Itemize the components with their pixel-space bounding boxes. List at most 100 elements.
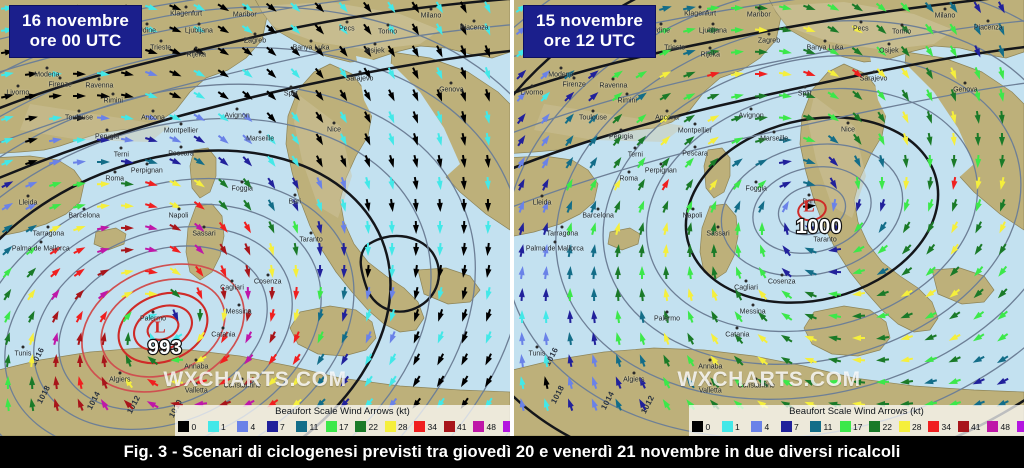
city-marker bbox=[179, 122, 183, 126]
city-label: Roma bbox=[619, 175, 639, 183]
city-label: Firenze bbox=[48, 81, 72, 89]
city-marker bbox=[559, 66, 563, 70]
legend-entry: 7 bbox=[266, 421, 294, 432]
city-label: Napoli bbox=[168, 212, 189, 220]
date-line-2: ore 12 UTC bbox=[543, 31, 636, 51]
city-marker bbox=[572, 76, 576, 80]
legend-entry: 17 bbox=[325, 421, 353, 432]
legend-color-swatch bbox=[414, 421, 425, 432]
city-marker bbox=[151, 109, 155, 113]
figure-caption: Fig. 3 - Scenari di ciclogenesi previsti… bbox=[0, 436, 1024, 468]
city-label: Sarajevo bbox=[859, 75, 888, 83]
city-marker bbox=[289, 85, 293, 89]
city-marker bbox=[293, 193, 297, 197]
low-pressure-value: 1000 bbox=[795, 216, 843, 238]
legend-value: 41 bbox=[457, 421, 467, 432]
city-marker bbox=[887, 42, 891, 46]
legend-entry: 1 bbox=[721, 421, 749, 432]
city-label: Zagreb bbox=[243, 37, 267, 45]
city-marker bbox=[39, 240, 43, 244]
legend-value: 7 bbox=[280, 421, 285, 432]
legend-color-swatch bbox=[237, 421, 248, 432]
city-marker bbox=[540, 194, 544, 198]
city-label: Pescara bbox=[682, 150, 708, 158]
city-marker bbox=[693, 122, 697, 126]
legend-color-swatch bbox=[296, 421, 307, 432]
city-label: Sassari bbox=[706, 230, 730, 238]
city-marker bbox=[179, 145, 183, 149]
city-label: Perpignan bbox=[644, 167, 677, 174]
legend-color-swatch bbox=[207, 421, 219, 432]
city-marker bbox=[632, 371, 636, 375]
city-label: Modena bbox=[548, 71, 574, 79]
date-badge-right: 15 novembre ore 12 UTC bbox=[524, 6, 656, 58]
city-marker bbox=[449, 81, 453, 85]
legend-entry: 41 bbox=[443, 421, 471, 432]
city-marker bbox=[230, 279, 234, 283]
city-label: Bari bbox=[288, 198, 301, 206]
legend-entry: 11 bbox=[810, 421, 837, 432]
city-marker bbox=[846, 121, 850, 125]
city-label: Nice bbox=[841, 126, 856, 134]
city-marker bbox=[151, 310, 155, 314]
city-marker bbox=[744, 279, 748, 283]
city-label: Split bbox=[797, 90, 812, 98]
city-label: Sarajevo bbox=[345, 75, 374, 83]
city-label: Taranto bbox=[813, 236, 837, 244]
city-label: Torino bbox=[378, 28, 398, 36]
city-marker bbox=[627, 170, 631, 174]
legend-value: 17 bbox=[853, 421, 863, 432]
city-marker bbox=[266, 273, 270, 277]
city-label: Ljubljana bbox=[698, 27, 727, 35]
city-label: Piacenza bbox=[459, 24, 489, 32]
city-label: Bari bbox=[802, 198, 815, 206]
legend-color-swatch bbox=[443, 421, 455, 432]
city-marker bbox=[986, 19, 990, 23]
city-marker bbox=[358, 70, 362, 74]
city-label: Ancona bbox=[655, 114, 679, 122]
city-label: Livorno bbox=[520, 89, 544, 97]
city-marker bbox=[530, 84, 534, 88]
watermark: WXCHARTS.COM bbox=[163, 368, 347, 391]
city-marker bbox=[596, 207, 600, 211]
city-label: Split bbox=[283, 90, 298, 98]
city-label: Milano bbox=[934, 12, 956, 20]
city-label: Valletta bbox=[698, 387, 722, 395]
city-label: Maribor bbox=[746, 11, 771, 19]
city-marker bbox=[194, 382, 198, 386]
city-marker bbox=[735, 326, 739, 330]
legend-color-swatch bbox=[473, 421, 484, 432]
legend-title: Beaufort Scale Wind Arrows (kt) bbox=[275, 406, 410, 417]
city-marker bbox=[535, 345, 539, 349]
legend-entry: 4 bbox=[751, 421, 778, 432]
city-label: Genova bbox=[439, 86, 464, 94]
city-marker bbox=[673, 39, 677, 43]
legend-entry: 0 bbox=[692, 421, 719, 432]
city-marker bbox=[767, 32, 771, 36]
city-marker bbox=[691, 207, 694, 211]
legend-value: 41 bbox=[971, 421, 981, 432]
weather-map-panel-right[interactable]: 15 novembre ore 12 UTC L 1000 WXCHARTS.C… bbox=[514, 0, 1024, 436]
city-marker bbox=[751, 303, 755, 307]
city-label: Foggia bbox=[745, 185, 767, 193]
weather-map-panel-left[interactable]: 16 novembre ore 00 UTC L 993 WXCHARTS.CO… bbox=[0, 0, 510, 436]
city-label: Ancona bbox=[141, 114, 165, 122]
legend-value: 28 bbox=[912, 421, 922, 432]
city-label: Udine bbox=[651, 27, 671, 35]
legend-color-swatch bbox=[325, 421, 337, 432]
legend-value: 7 bbox=[794, 421, 799, 432]
city-marker bbox=[872, 70, 876, 74]
city-label: Livorno bbox=[6, 89, 30, 97]
legend-color-swatch bbox=[869, 421, 880, 432]
city-marker bbox=[698, 5, 702, 9]
city-marker bbox=[111, 92, 115, 96]
city-marker bbox=[26, 194, 30, 198]
city-marker bbox=[708, 382, 712, 386]
city-marker bbox=[386, 23, 390, 27]
city-label: Marseille bbox=[246, 135, 275, 143]
city-marker bbox=[633, 146, 637, 150]
legend-swatch-row: 0147111722283441485664 bbox=[178, 420, 510, 433]
watermark: WXCHARTS.COM bbox=[677, 368, 861, 391]
city-label: Messina bbox=[739, 308, 766, 316]
